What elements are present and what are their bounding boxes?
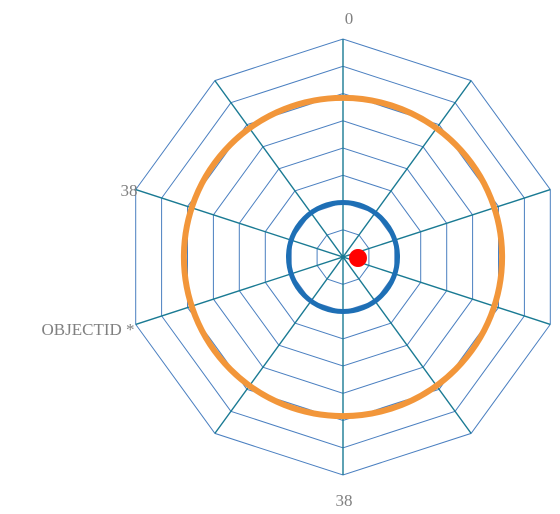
point-layer bbox=[349, 249, 367, 267]
axis-label-upper-left: 38 bbox=[121, 181, 138, 200]
spoke-line-4 bbox=[135, 188, 551, 326]
axis-label-left: OBJECTID * bbox=[41, 320, 134, 339]
series-ring-0 bbox=[180, 94, 506, 420]
axis-label-top: 0 bbox=[345, 9, 354, 28]
spoke-layer bbox=[135, 39, 551, 475]
series-ring-1 bbox=[286, 200, 400, 314]
axis-label-bottom: 38 bbox=[336, 491, 353, 510]
data-point-0 bbox=[349, 249, 367, 267]
ring-layer bbox=[180, 94, 506, 420]
